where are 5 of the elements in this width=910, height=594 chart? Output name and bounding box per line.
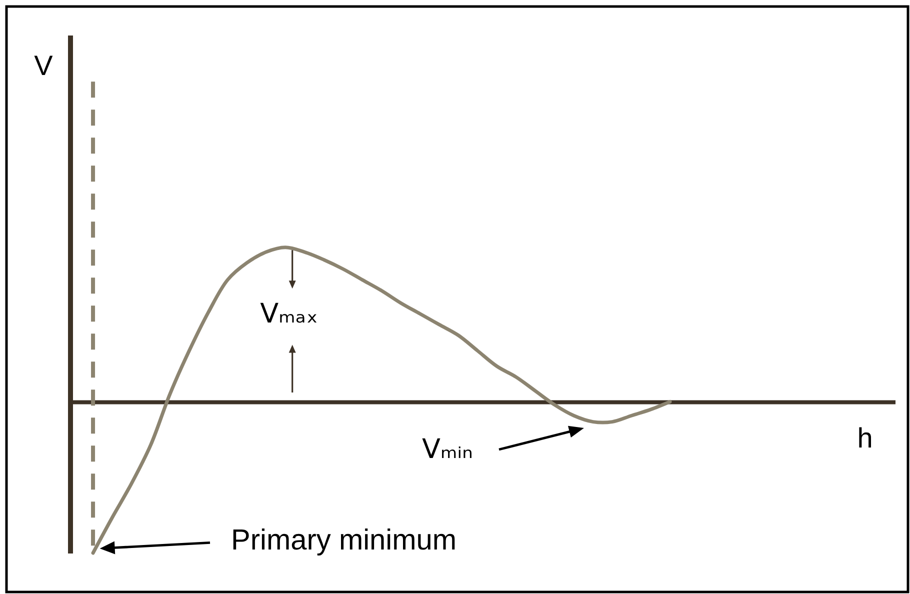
annotation: Vₘᵢₙ <box>422 434 473 465</box>
text: V <box>34 50 54 81</box>
annotation: Vₘₐₓ <box>260 298 318 330</box>
text: h <box>857 422 873 454</box>
annotation: Primary minimum <box>231 524 457 556</box>
